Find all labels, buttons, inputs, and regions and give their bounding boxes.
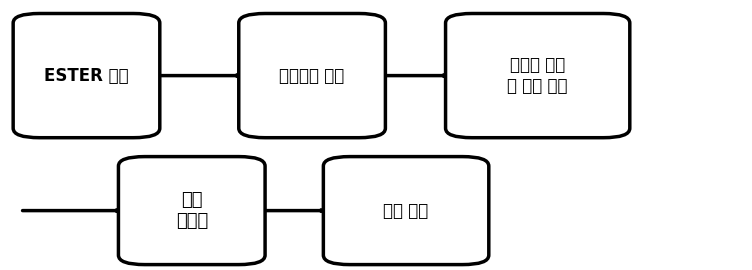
FancyBboxPatch shape (119, 157, 265, 265)
Text: 감압
탈용제: 감압 탈용제 (176, 191, 208, 230)
FancyBboxPatch shape (239, 14, 385, 138)
Text: 아크릴산 회수: 아크릴산 회수 (280, 67, 344, 85)
Text: ESTER 반응: ESTER 반응 (44, 67, 129, 85)
FancyBboxPatch shape (14, 14, 160, 138)
Text: 최종 제품: 최종 제품 (384, 202, 429, 220)
FancyBboxPatch shape (323, 157, 489, 265)
FancyBboxPatch shape (445, 14, 630, 138)
Text: 알카리 수세
및 원심 분리: 알카리 수세 및 원심 분리 (508, 56, 568, 95)
